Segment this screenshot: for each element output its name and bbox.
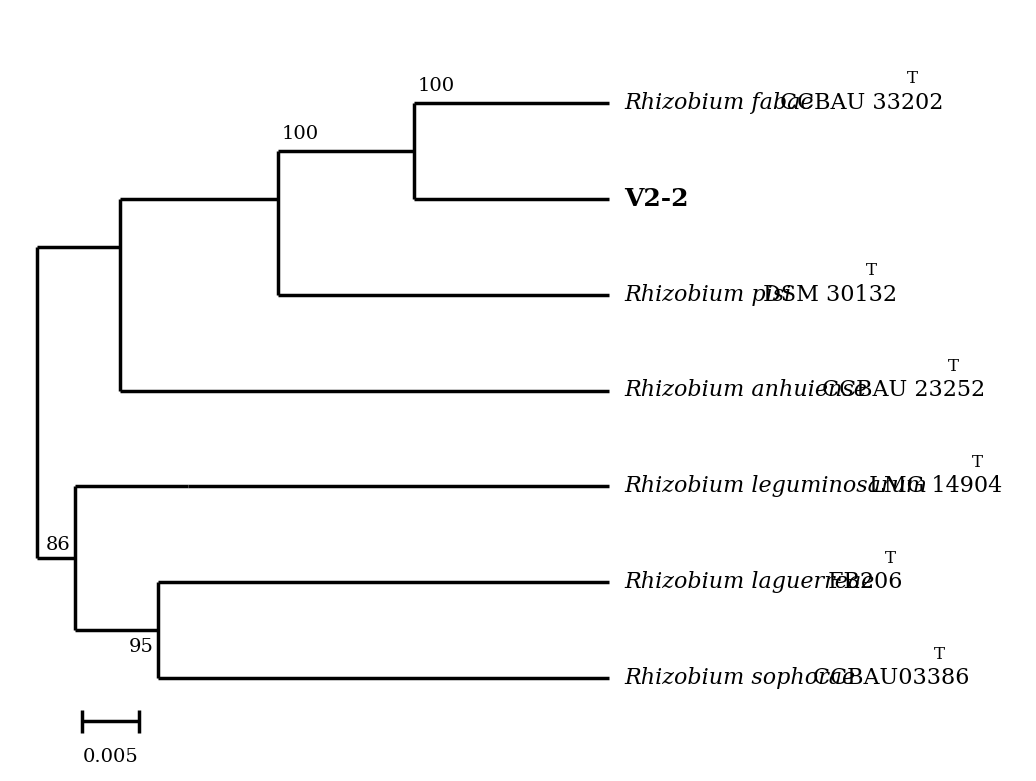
Text: Rhizobium fabae: Rhizobium fabae bbox=[625, 92, 814, 114]
Text: CCBAU03386: CCBAU03386 bbox=[806, 667, 969, 689]
Text: DSM 30132: DSM 30132 bbox=[755, 284, 896, 305]
Text: T: T bbox=[866, 262, 877, 279]
Text: V2-2: V2-2 bbox=[625, 187, 689, 211]
Text: T: T bbox=[906, 70, 918, 87]
Text: T: T bbox=[885, 550, 895, 567]
Text: Rhizobium laguerreae: Rhizobium laguerreae bbox=[625, 571, 874, 594]
Text: Rhizobium sophorae: Rhizobium sophorae bbox=[625, 667, 856, 689]
Text: FB206: FB206 bbox=[821, 571, 902, 594]
Text: T: T bbox=[972, 454, 983, 471]
Text: T: T bbox=[948, 358, 959, 375]
Text: 0.005: 0.005 bbox=[83, 748, 139, 766]
Text: Rhizobium leguminosarum: Rhizobium leguminosarum bbox=[625, 476, 927, 497]
Text: CCBAU 23252: CCBAU 23252 bbox=[815, 380, 985, 401]
Text: Rhizobium pisi: Rhizobium pisi bbox=[625, 284, 792, 305]
Text: 95: 95 bbox=[128, 638, 153, 656]
Text: 100: 100 bbox=[282, 125, 319, 143]
Text: 86: 86 bbox=[47, 536, 70, 554]
Text: 100: 100 bbox=[418, 77, 455, 95]
Text: CCBAU 33202: CCBAU 33202 bbox=[773, 92, 944, 114]
Text: T: T bbox=[933, 646, 945, 663]
Text: LMG 14904: LMG 14904 bbox=[862, 476, 1003, 497]
Text: Rhizobium anhuiense: Rhizobium anhuiense bbox=[625, 380, 867, 401]
